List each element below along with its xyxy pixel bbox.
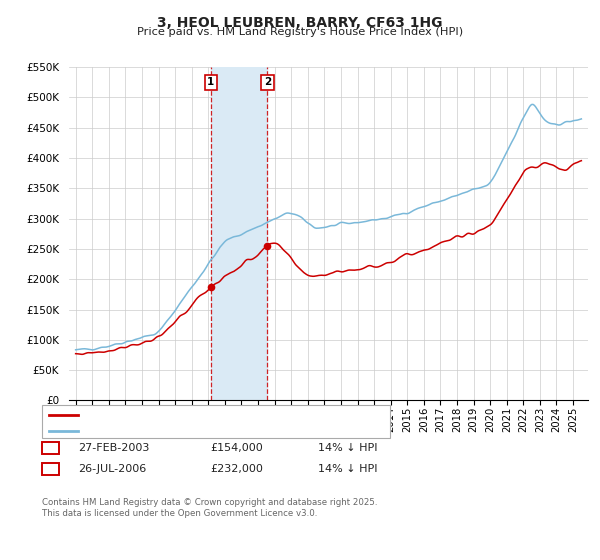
- Text: 1: 1: [207, 77, 214, 87]
- Text: 1: 1: [47, 443, 54, 453]
- Text: 3, HEOL LEUBREN, BARRY, CF63 1HG: 3, HEOL LEUBREN, BARRY, CF63 1HG: [157, 16, 443, 30]
- Text: 2: 2: [47, 464, 54, 474]
- Text: 27-FEB-2003: 27-FEB-2003: [78, 443, 149, 453]
- Text: 26-JUL-2006: 26-JUL-2006: [78, 464, 146, 474]
- Text: 3, HEOL LEUBREN, BARRY, CF63 1HG (detached house): 3, HEOL LEUBREN, BARRY, CF63 1HG (detach…: [84, 410, 371, 419]
- Text: £154,000: £154,000: [210, 443, 263, 453]
- Text: £232,000: £232,000: [210, 464, 263, 474]
- Text: 2: 2: [263, 77, 271, 87]
- Text: HPI: Average price, detached house, Vale of Glamorgan: HPI: Average price, detached house, Vale…: [84, 426, 373, 436]
- Text: Contains HM Land Registry data © Crown copyright and database right 2025.
This d: Contains HM Land Registry data © Crown c…: [42, 498, 377, 518]
- Bar: [211, 67, 268, 400]
- Text: 14% ↓ HPI: 14% ↓ HPI: [318, 443, 377, 453]
- Text: Price paid vs. HM Land Registry's House Price Index (HPI): Price paid vs. HM Land Registry's House …: [137, 27, 463, 37]
- Text: 14% ↓ HPI: 14% ↓ HPI: [318, 464, 377, 474]
